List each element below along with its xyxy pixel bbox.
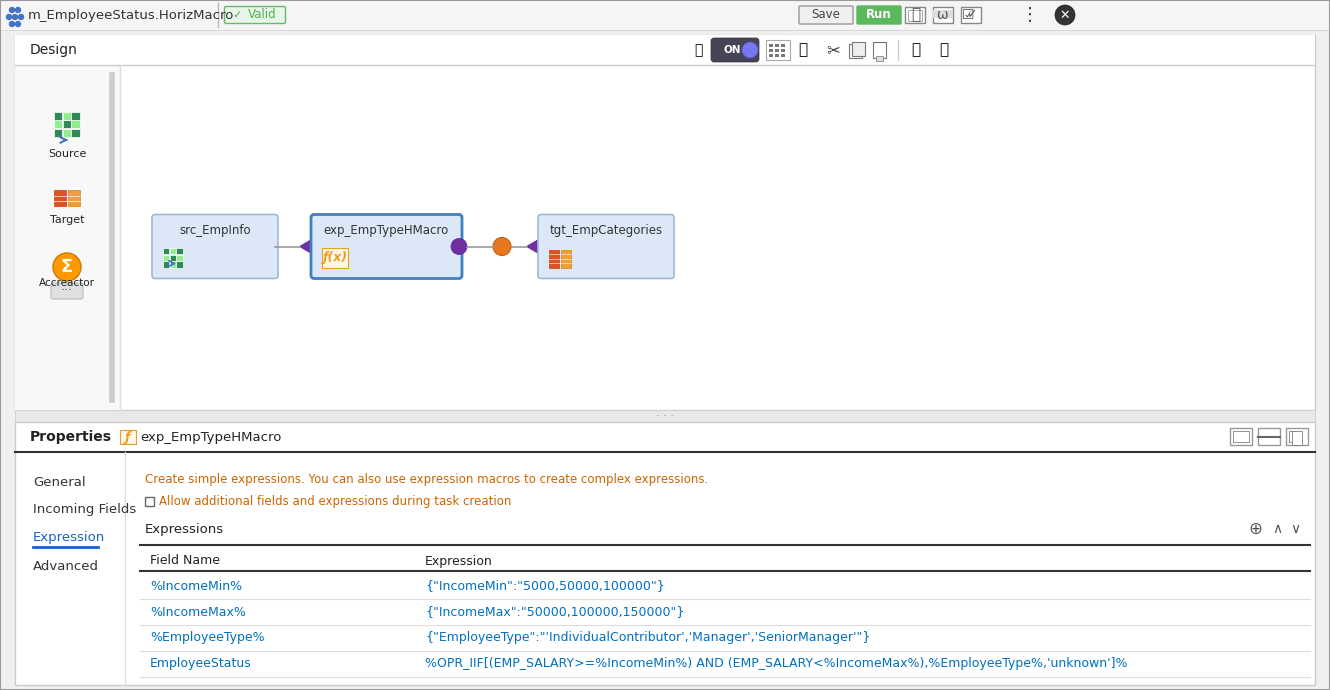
Text: ƒ(x): ƒ(x) (322, 251, 347, 264)
Bar (775, 49, 779, 52)
Text: tgt_EmpCategories: tgt_EmpCategories (549, 224, 662, 237)
Circle shape (53, 253, 81, 281)
Bar (55, 112, 63, 119)
Text: ∨: ∨ (1290, 522, 1299, 536)
Bar (561, 250, 571, 268)
Circle shape (16, 8, 20, 12)
Text: · · ·: · · · (656, 411, 674, 421)
FancyBboxPatch shape (904, 7, 924, 23)
FancyBboxPatch shape (934, 7, 954, 23)
Bar (769, 54, 773, 57)
FancyBboxPatch shape (1230, 428, 1252, 445)
FancyBboxPatch shape (15, 35, 1315, 410)
Circle shape (451, 239, 467, 255)
Circle shape (16, 21, 20, 26)
Text: ƒ: ƒ (125, 431, 130, 444)
Bar (72, 112, 80, 119)
Text: 🔆: 🔆 (694, 43, 702, 57)
Bar (63, 112, 70, 119)
FancyBboxPatch shape (152, 215, 278, 279)
Text: ON: ON (724, 45, 741, 55)
Text: ⊕: ⊕ (1248, 520, 1262, 538)
Text: ✕: ✕ (1060, 8, 1071, 21)
Bar (170, 255, 176, 261)
FancyBboxPatch shape (51, 283, 82, 299)
Text: src_EmpInfo: src_EmpInfo (180, 224, 251, 237)
FancyBboxPatch shape (857, 6, 900, 24)
Text: %IncomeMax%: %IncomeMax% (150, 606, 246, 618)
Text: ···: ··· (61, 284, 73, 297)
Text: Expressions: Expressions (145, 522, 225, 535)
Text: Σ: Σ (61, 258, 73, 276)
Text: {"IncomeMin":"5000,50000,100000"}: {"IncomeMin":"5000,50000,100000"} (426, 580, 665, 593)
Text: Valid: Valid (247, 8, 277, 21)
FancyBboxPatch shape (712, 38, 759, 62)
Text: ✓: ✓ (966, 8, 976, 21)
Text: 🔍: 🔍 (939, 43, 948, 57)
FancyBboxPatch shape (1291, 431, 1302, 445)
FancyBboxPatch shape (15, 35, 1315, 65)
Bar (769, 49, 773, 52)
Text: ω: ω (936, 8, 948, 22)
Text: Incoming Fields: Incoming Fields (33, 504, 136, 517)
Text: Expression: Expression (33, 531, 105, 544)
Text: General: General (33, 475, 85, 489)
Text: {"IncomeMax":"50000,100000,150000"}: {"IncomeMax":"50000,100000,150000"} (426, 606, 685, 618)
Circle shape (7, 14, 12, 19)
Bar (177, 255, 182, 261)
FancyBboxPatch shape (15, 410, 1315, 422)
Bar (775, 54, 779, 57)
FancyBboxPatch shape (876, 56, 883, 61)
Text: Run: Run (866, 8, 892, 21)
Bar (63, 129, 70, 137)
Text: Properties: Properties (31, 430, 112, 444)
Bar (72, 120, 80, 128)
Text: Source: Source (48, 149, 86, 159)
Bar (63, 120, 70, 128)
FancyBboxPatch shape (853, 42, 864, 56)
Bar (164, 255, 169, 261)
Bar (170, 262, 176, 268)
Polygon shape (301, 239, 313, 253)
Text: EmployeeStatus: EmployeeStatus (150, 658, 251, 671)
Circle shape (493, 237, 511, 255)
Bar (781, 49, 785, 52)
FancyBboxPatch shape (1286, 428, 1307, 445)
FancyBboxPatch shape (799, 6, 853, 24)
FancyBboxPatch shape (849, 44, 862, 58)
Circle shape (1055, 5, 1075, 25)
Bar (781, 54, 785, 57)
FancyBboxPatch shape (872, 42, 886, 58)
Text: Allow additional fields and expressions during task creation: Allow additional fields and expressions … (160, 495, 511, 508)
Circle shape (9, 8, 15, 12)
FancyBboxPatch shape (311, 215, 462, 279)
FancyBboxPatch shape (1233, 431, 1249, 442)
Circle shape (19, 14, 24, 19)
Bar (775, 44, 779, 47)
Text: ⋮: ⋮ (1021, 6, 1039, 24)
Text: Expression: Expression (426, 555, 492, 567)
Text: %OPR_IIF[(EMP_SALARY>=%IncomeMin%) AND (EMP_SALARY<%IncomeMax%),%EmployeeType%,': %OPR_IIF[(EMP_SALARY>=%IncomeMin%) AND (… (426, 658, 1128, 671)
Text: Create simple expressions. You can also use expression macros to create complex : Create simple expressions. You can also … (145, 473, 709, 486)
Bar (170, 248, 176, 254)
FancyBboxPatch shape (539, 215, 674, 279)
Circle shape (12, 14, 17, 19)
Circle shape (9, 21, 15, 26)
Bar (55, 190, 66, 206)
Text: ⋮: ⋮ (1021, 6, 1039, 24)
Bar (164, 262, 169, 268)
FancyBboxPatch shape (0, 0, 1330, 30)
Bar (55, 129, 63, 137)
FancyBboxPatch shape (766, 40, 790, 60)
Text: %EmployeeType%: %EmployeeType% (150, 631, 265, 644)
Text: exp_EmpTypeHMacro: exp_EmpTypeHMacro (140, 431, 282, 444)
FancyBboxPatch shape (225, 6, 286, 23)
Text: Advanced: Advanced (33, 560, 98, 573)
Bar (68, 190, 80, 206)
FancyBboxPatch shape (15, 422, 1315, 685)
Bar (549, 250, 559, 268)
FancyBboxPatch shape (120, 430, 136, 444)
Text: ⬜: ⬜ (911, 8, 920, 23)
Text: {"EmployeeType":"'IndividualContributor','Manager','SeniorManager'"}: {"EmployeeType":"'IndividualContributor'… (426, 631, 870, 644)
